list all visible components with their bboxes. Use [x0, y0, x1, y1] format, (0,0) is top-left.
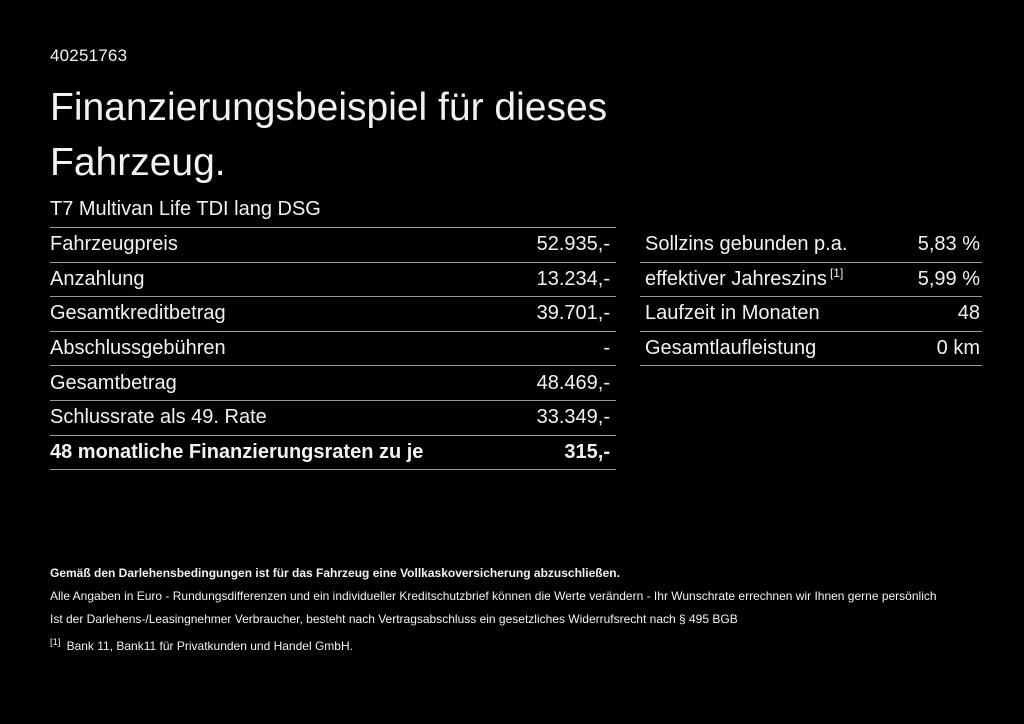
table-row-schlussrate: Schlussrate als 49. Rate 33.349,-	[50, 401, 616, 436]
disclaimer-insurance-line: Gemäß den Darlehensbedingungen ist für d…	[50, 566, 620, 580]
row-value: 0 km	[936, 337, 980, 360]
disclaimer-widerruf-line: Ist der Darlehens-/Leasingnehmer Verbrau…	[50, 612, 738, 626]
row-value: 5,99 %	[917, 267, 980, 290]
footnote-marker: [1]	[50, 637, 61, 648]
disclaimer-euro-line: Alle Angaben in Euro - Rundungsdifferenz…	[50, 589, 937, 603]
table-row-abschlussgebuehren: Abschlussgebühren -	[50, 332, 616, 367]
disclaimer-block: Gemäß den Darlehensbedingungen ist für d…	[50, 562, 990, 658]
vehicle-model-name: T7 Multivan Life TDI lang DSG	[50, 198, 321, 220]
row-label: effektiver Jahreszins [1]	[645, 266, 844, 290]
row-label: Gesamtbetrag	[50, 371, 177, 394]
table-row-laufzeit: Laufzeit in Monaten 48	[640, 297, 982, 332]
row-label: Abschlussgebühren	[50, 337, 226, 360]
table-row-gesamtlaufleistung: Gesamtlaufleistung 0 km	[640, 332, 982, 367]
financing-tables: Fahrzeugpreis 52.935,- Anzahlung 13.234,…	[50, 227, 982, 471]
row-label: Sollzins gebunden p.a.	[645, 233, 848, 256]
row-label: Anzahlung	[50, 267, 145, 290]
row-label: Gesamtkreditbetrag	[50, 302, 226, 325]
table-row-sollzins: Sollzins gebunden p.a. 5,83 %	[640, 228, 982, 263]
row-value: 5,83 %	[917, 233, 980, 256]
financing-terms-table: Sollzins gebunden p.a. 5,83 % effektiver…	[640, 228, 982, 367]
row-label: Gesamtlaufleistung	[645, 337, 817, 360]
vehicle-id-number: 40251763	[50, 46, 128, 65]
row-value: 48	[957, 302, 980, 325]
footnote-text: Bank 11, Bank11 für Privatkunden und Han…	[66, 639, 353, 653]
row-label: 48 monatliche Finanzierungsraten zu je	[50, 440, 424, 463]
page-title: Finanzierungsbeispiel für dieses Fahrzeug…	[50, 80, 607, 190]
row-value: 52.935,-	[536, 233, 610, 256]
row-value: -	[603, 337, 610, 360]
bank-footnote: [1] Bank 11, Bank11 für Privatkunden und …	[50, 635, 990, 658]
table-row-gesamtbetrag: Gesamtbetrag 48.469,-	[50, 366, 616, 401]
table-row-fahrzeugpreis: Fahrzeugpreis 52.935,-	[50, 228, 616, 263]
financing-amounts-table: Fahrzeugpreis 52.935,- Anzahlung 13.234,…	[50, 227, 616, 471]
page-title-line2: Fahrzeug.	[50, 141, 226, 184]
row-label: Fahrzeugpreis	[50, 233, 178, 256]
row-value: 33.349,-	[536, 406, 610, 429]
row-value: 13.234,-	[536, 267, 610, 290]
footnote-ref: [1]	[829, 266, 844, 281]
table-row-gesamtkreditbetrag: Gesamtkreditbetrag 39.701,-	[50, 297, 616, 332]
row-label: Laufzeit in Monaten	[645, 302, 820, 325]
row-value: 48.469,-	[536, 371, 610, 394]
row-value: 39.701,-	[536, 302, 610, 325]
row-value: 315,-	[564, 440, 610, 463]
page-title-line1: Finanzierungsbeispiel für dieses	[50, 86, 608, 129]
table-row-effektiver-jahreszins: effektiver Jahreszins [1] 5,99 %	[640, 263, 982, 298]
table-row-monatsrate: 48 monatliche Finanzierungsraten zu je 3…	[50, 436, 616, 471]
table-row-anzahlung: Anzahlung 13.234,-	[50, 263, 616, 298]
row-label: Schlussrate als 49. Rate	[50, 406, 267, 429]
